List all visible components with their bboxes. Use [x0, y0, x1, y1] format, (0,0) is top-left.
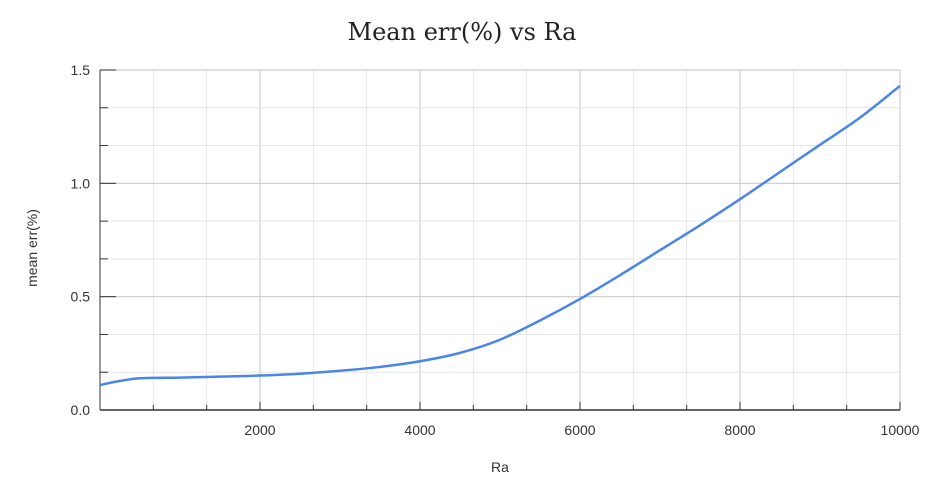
x-axis-label: Ra: [491, 459, 509, 475]
y-axis-label: mean err(%): [24, 209, 40, 287]
axes: [99, 69, 901, 411]
y-tick-label: 0.0: [71, 402, 91, 418]
series-line: [99, 84, 901, 387]
x-tick-label: 2000: [244, 422, 275, 438]
series-layer: [99, 84, 901, 387]
x-tick-label: 6000: [564, 422, 595, 438]
x-tick-label: 8000: [724, 422, 755, 438]
x-tick-label: 4000: [404, 422, 435, 438]
tick-labels: 2000 4000 6000 8000 10000 0.0 0.5 1.0 1.5: [71, 62, 920, 438]
y-tick-label: 1.5: [71, 62, 91, 78]
chart-title: Mean err(%) vs Ra: [348, 18, 577, 46]
grid: [100, 69, 901, 410]
x-tick-label: 10000: [881, 422, 920, 438]
y-tick-label: 0.5: [71, 289, 91, 305]
y-tick-label: 1.0: [71, 175, 91, 191]
